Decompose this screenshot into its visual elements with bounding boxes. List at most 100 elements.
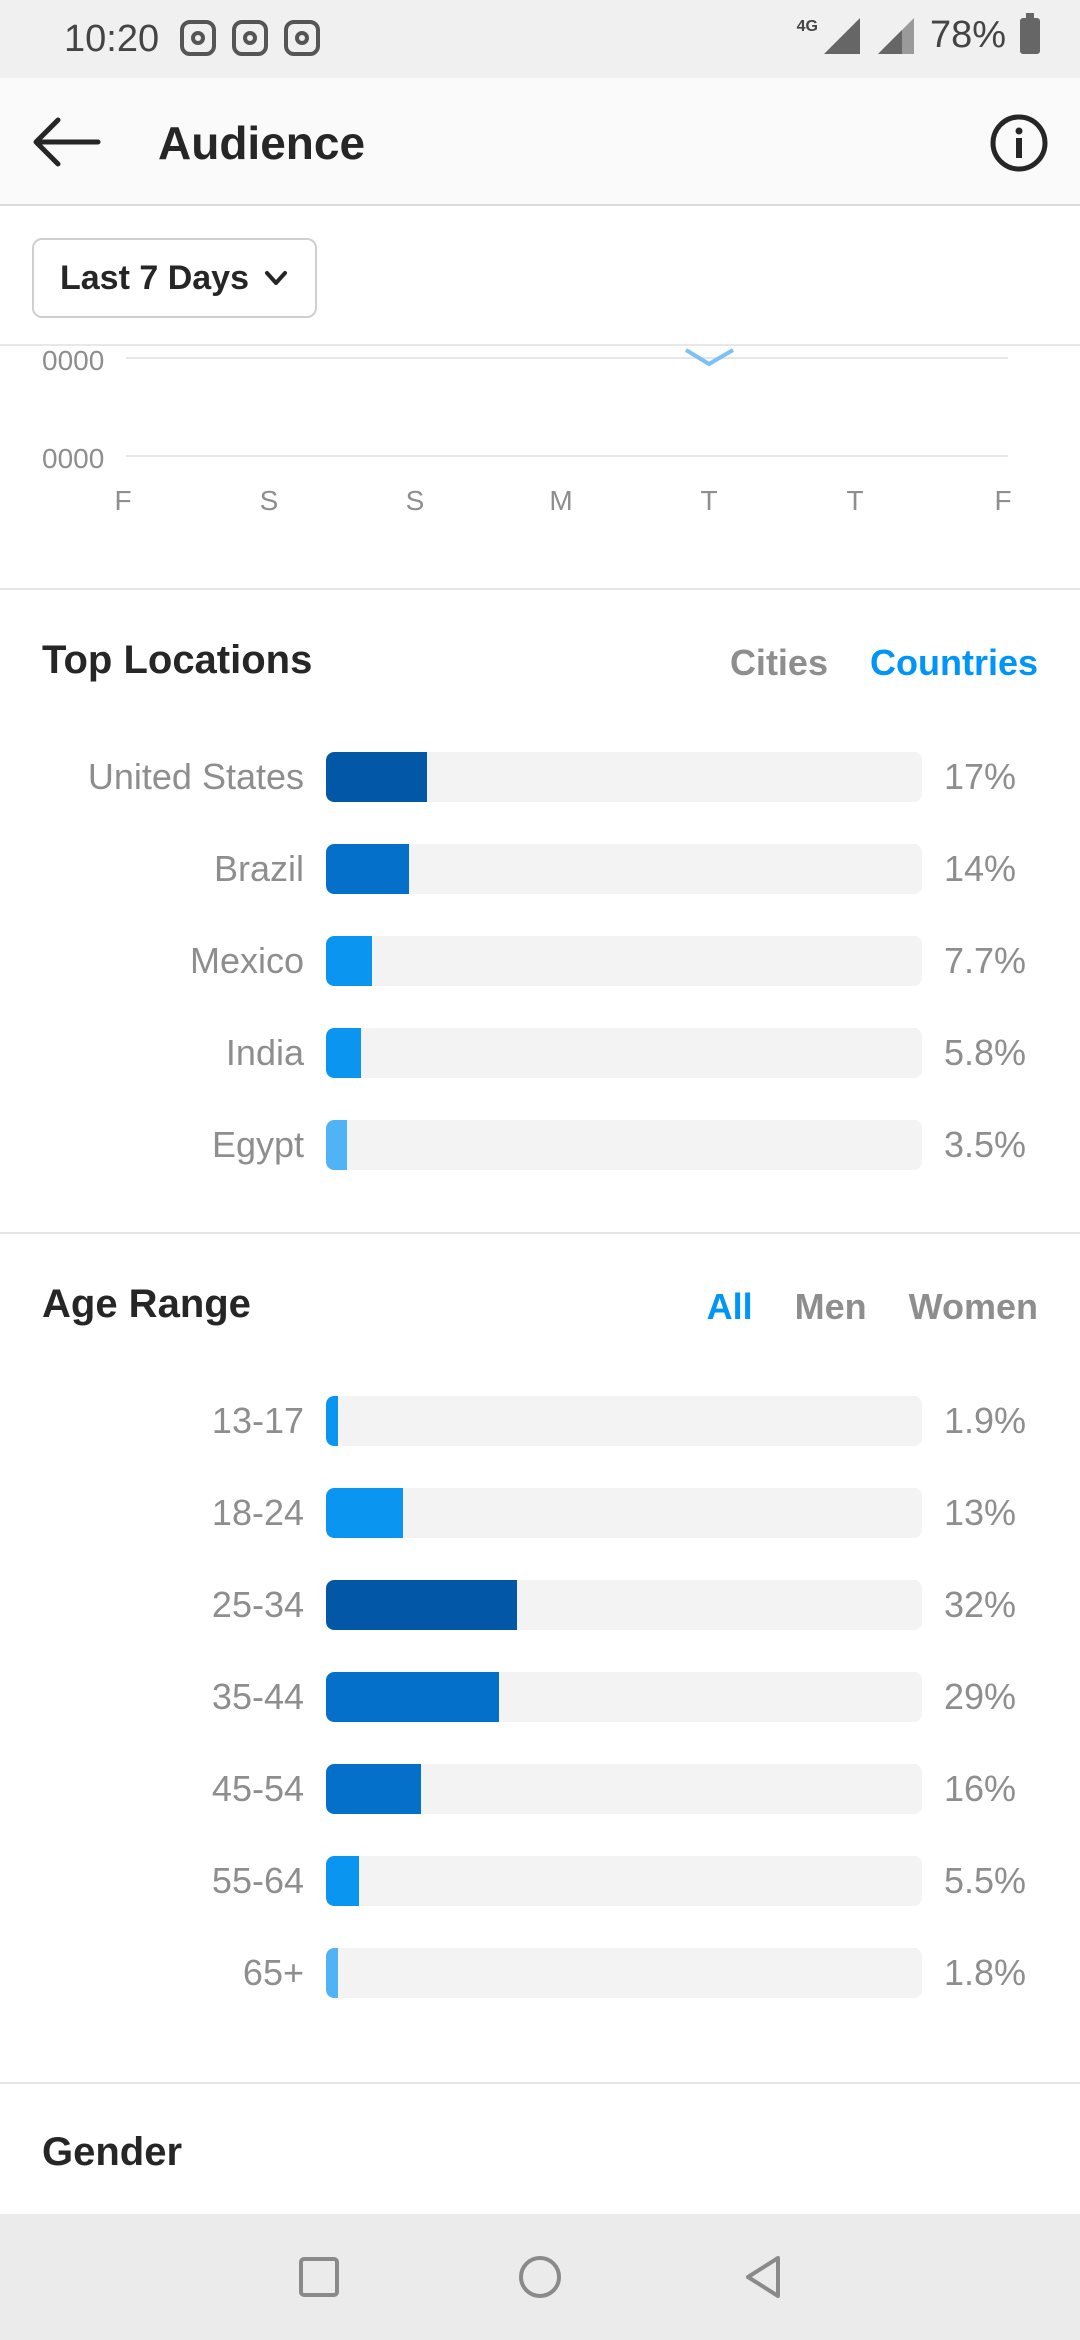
tab-countries[interactable]: Countries [869,642,1038,683]
home-icon[interactable] [513,2250,567,2304]
instagram-notification-icon [180,20,216,56]
bar-fill [326,752,428,802]
section-divider [0,1232,1080,1234]
bar-track [326,1764,922,1814]
bar-row: Egypt 3.5% [0,1120,1080,1172]
arrow-left-icon[interactable] [28,112,104,172]
bar-track [326,936,922,986]
bar-row: 18-24 13% [0,1488,1080,1540]
bar-track [326,1120,922,1170]
bar-value: 13% [944,1492,1017,1533]
bar-track [326,752,922,802]
system-nav-bar [0,2214,1080,2340]
status-time: 10:20 [64,18,160,60]
bar-value: 1.9% [944,1400,1027,1441]
bar-track [326,1580,922,1630]
chevron-down-icon [265,271,287,285]
bar-row: Mexico 7.7% [0,936,1080,988]
chart-line-segment [684,348,735,367]
tab-all[interactable]: All [706,1286,753,1327]
y-tick-label: 0000 [42,345,104,376]
bar-label: 13-17 [211,1400,304,1441]
status-bar: 10:20 4G 78% [0,0,1080,78]
bar-row: 45-54 16% [0,1764,1080,1816]
gender-title: Gender [42,2130,183,2174]
bar-row: United States 17% [0,752,1080,804]
signal-icon [877,17,914,54]
section-divider [0,588,1080,590]
bar-row: Brazil 14% [0,844,1080,896]
bar-label: India [225,1032,304,1073]
bar-fill [326,936,372,986]
battery-percent: 78% [929,14,1006,56]
x-tick-label: F [994,485,1011,516]
bar-label: 25-34 [211,1584,304,1625]
tab-men[interactable]: Men [794,1286,867,1327]
bar-fill [326,1028,361,1078]
x-tick-label: T [700,485,717,516]
bar-fill [326,844,410,894]
battery-icon [1020,12,1040,54]
bar-track [326,844,922,894]
section-divider [0,2082,1080,2084]
age-range-title: Age Range [42,1282,251,1326]
bar-label: United States [87,756,304,797]
bar-label: Brazil [213,848,304,889]
top-locations-title: Top Locations [42,638,313,682]
bar-label: 65+ [242,1952,304,1993]
followers-line-chart: 0000 0000 F S S M T T F [42,345,1012,516]
page-title: Audience [158,117,366,169]
period-dropdown[interactable]: Last 7 Days [32,238,317,318]
bar-fill [326,1672,499,1722]
period-label: Last 7 Days [60,258,249,297]
back-nav-icon[interactable] [736,2250,790,2304]
app-bar: Audience [0,78,1080,206]
x-tick-label: S [406,485,425,516]
bar-value: 7.7% [944,940,1027,981]
x-tick-label: T [846,485,863,516]
bar-label: 35-44 [211,1676,304,1717]
bar-label: 55-64 [211,1860,304,1901]
bar-value: 5.8% [944,1032,1027,1073]
bar-fill [326,1856,359,1906]
network-type: 4G [796,17,818,35]
bar-value: 14% [944,848,1017,889]
top-locations-tabs: Cities Countries [730,642,1038,684]
bar-track [326,1396,922,1446]
bar-track [326,1672,922,1722]
bar-row: 13-17 1.9% [0,1396,1080,1448]
instagram-notification-icon [284,20,320,56]
bar-fill [326,1120,347,1170]
filter-bar: Last 7 Days [0,206,1080,346]
bar-row: 25-34 32% [0,1580,1080,1632]
bar-track [326,1028,922,1078]
info-circle-icon[interactable] [990,114,1048,172]
y-tick-label: 0000 [42,443,104,474]
bar-label: Mexico [189,940,304,981]
bar-track [326,1488,922,1538]
notification-icons [180,20,320,56]
signal-icon [823,17,860,54]
bar-track [326,1856,922,1906]
bar-track [326,1948,922,1998]
bar-value: 17% [944,756,1017,797]
bar-value: 29% [944,1676,1017,1717]
bar-label: Egypt [211,1124,304,1165]
bar-fill [326,1948,338,1998]
bar-row: 65+ 1.8% [0,1948,1080,2000]
bar-fill [326,1396,338,1446]
bar-fill [326,1580,517,1630]
bar-label: 18-24 [211,1492,304,1533]
bar-label: 45-54 [211,1768,304,1809]
recent-apps-icon[interactable] [292,2250,346,2304]
tab-cities[interactable]: Cities [729,642,828,683]
bar-row: 35-44 29% [0,1672,1080,1724]
bar-row: India 5.8% [0,1028,1080,1080]
bar-value: 1.8% [944,1952,1027,1993]
x-tick-label: M [549,485,572,516]
age-range-tabs: All Men Women [707,1286,1038,1328]
bar-fill [326,1764,422,1814]
x-tick-label: F [114,485,131,516]
tab-women[interactable]: Women [908,1286,1038,1327]
bar-value: 16% [944,1768,1017,1809]
